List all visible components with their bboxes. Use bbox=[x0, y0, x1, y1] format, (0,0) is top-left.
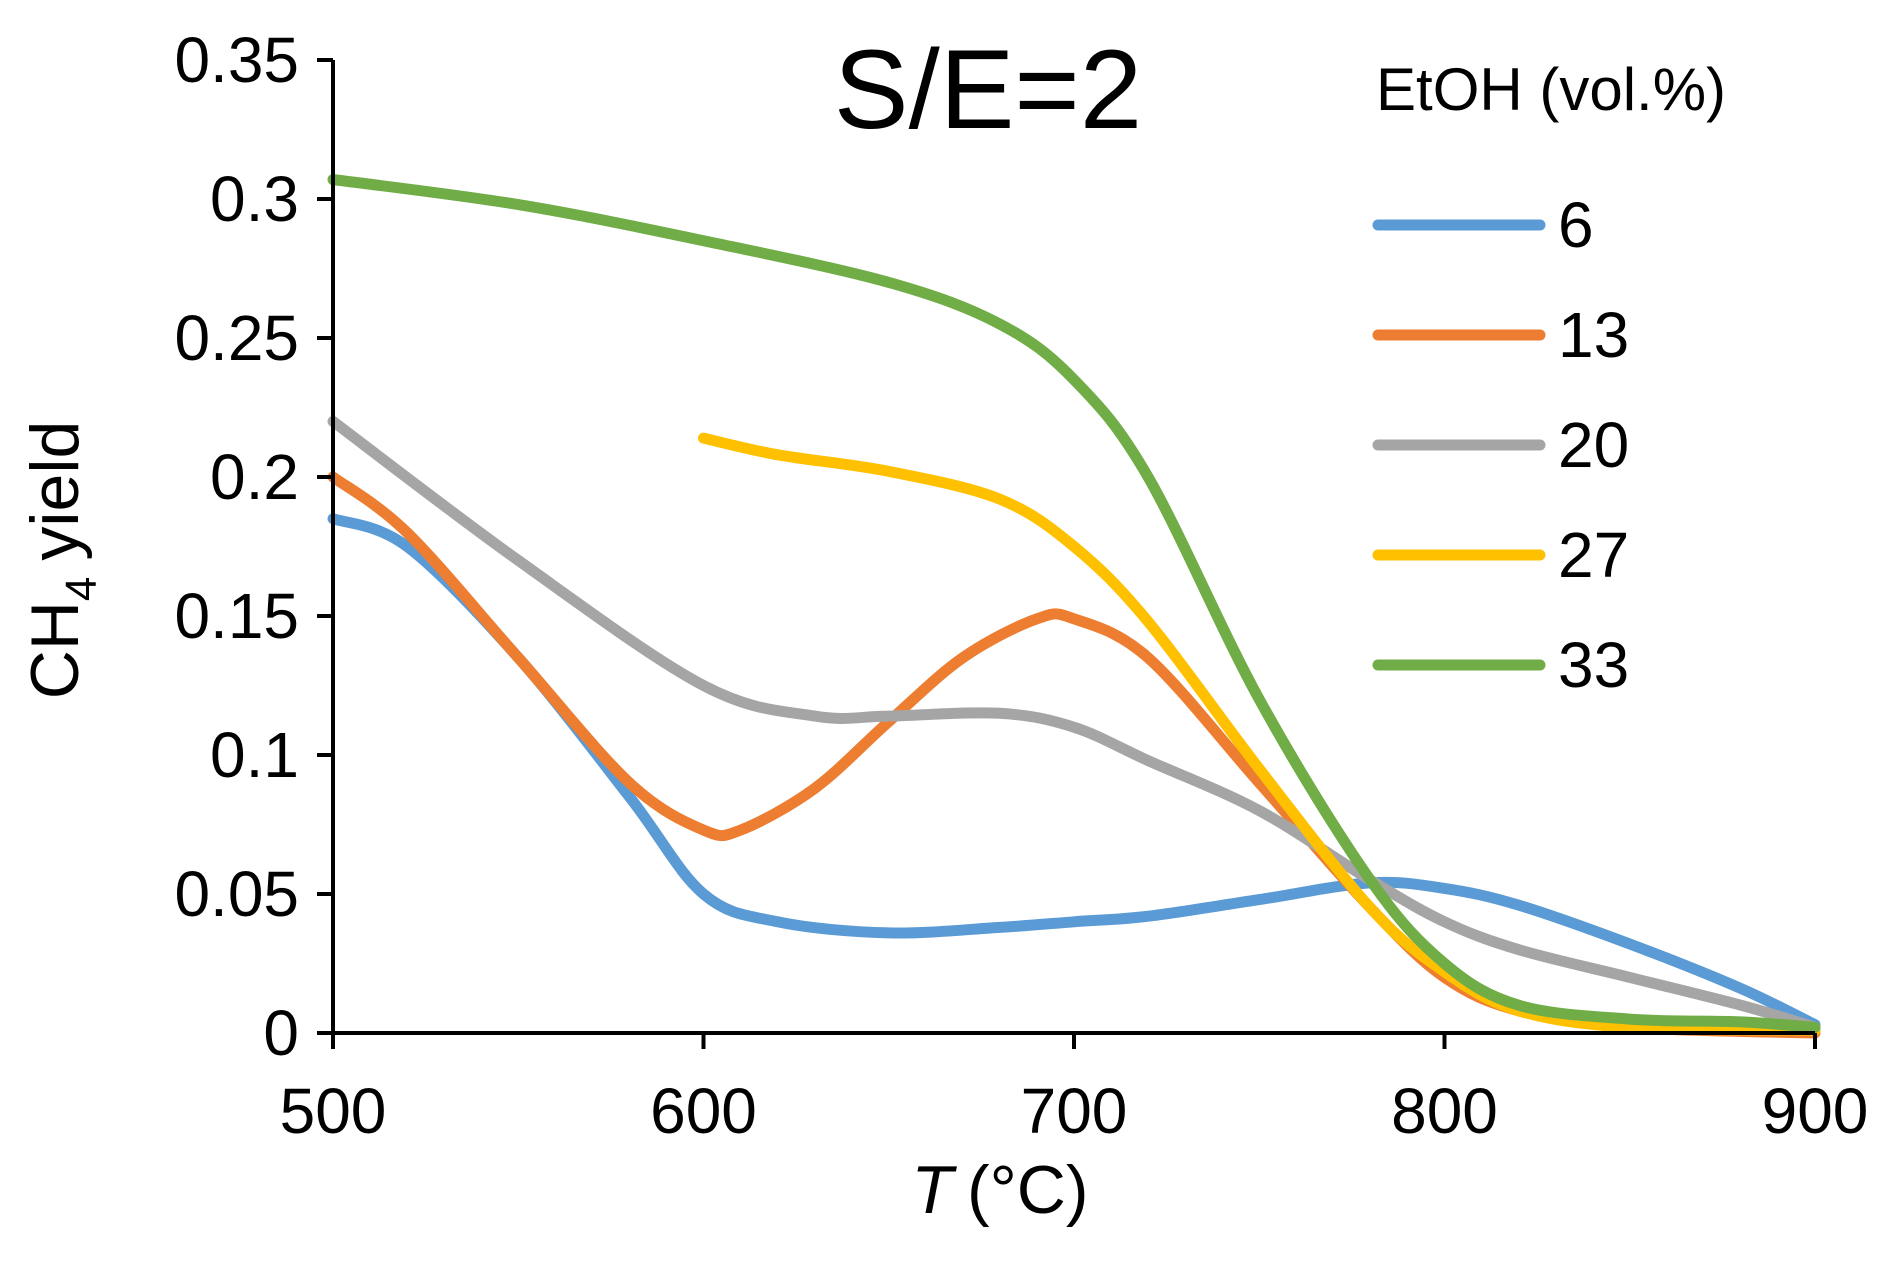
series-line-27 bbox=[698, 432, 1821, 1036]
y-tick-label: 0.2 bbox=[210, 441, 299, 513]
y-axis-title: CH4yield bbox=[17, 421, 106, 700]
x-tick-label: 700 bbox=[1021, 1075, 1128, 1147]
y-axis-ticks: 0 0.05 0.1 0.15 0.2 0.25 0.3 0.35 bbox=[174, 24, 333, 1069]
x-axis-title: T (°C) bbox=[911, 1152, 1088, 1228]
legend-label-33: 33 bbox=[1558, 629, 1629, 701]
legend-title: EtOH (vol.%) bbox=[1376, 56, 1726, 123]
series-line-33 bbox=[327, 174, 1821, 1033]
y-tick-label: 0.35 bbox=[174, 24, 299, 96]
series-layer bbox=[327, 174, 1821, 1039]
x-tick-label: 900 bbox=[1762, 1075, 1869, 1147]
legend-label-27: 27 bbox=[1558, 519, 1629, 591]
x-axis-ticks: 500 600 700 800 900 bbox=[280, 1033, 1869, 1147]
series-line-6 bbox=[327, 513, 1821, 1031]
x-tick-label: 500 bbox=[280, 1075, 387, 1147]
y-tick-label: 0.15 bbox=[174, 580, 299, 652]
y-tick-label: 0.3 bbox=[210, 163, 299, 235]
y-tick-label: 0 bbox=[263, 997, 299, 1069]
x-tick-label: 600 bbox=[650, 1075, 757, 1147]
series-line-20 bbox=[327, 415, 1821, 1033]
y-tick-label: 0.1 bbox=[210, 719, 299, 791]
y-tick-label: 0.25 bbox=[174, 302, 299, 374]
legend: 6 13 20 27 33 bbox=[1372, 189, 1629, 701]
legend-label-13: 13 bbox=[1558, 299, 1629, 371]
y-tick-label: 0.05 bbox=[174, 858, 299, 930]
x-tick-label: 800 bbox=[1391, 1075, 1498, 1147]
legend-label-20: 20 bbox=[1558, 409, 1629, 481]
chart-title: S/E=2 bbox=[834, 27, 1142, 152]
legend-label-6: 6 bbox=[1558, 189, 1594, 261]
